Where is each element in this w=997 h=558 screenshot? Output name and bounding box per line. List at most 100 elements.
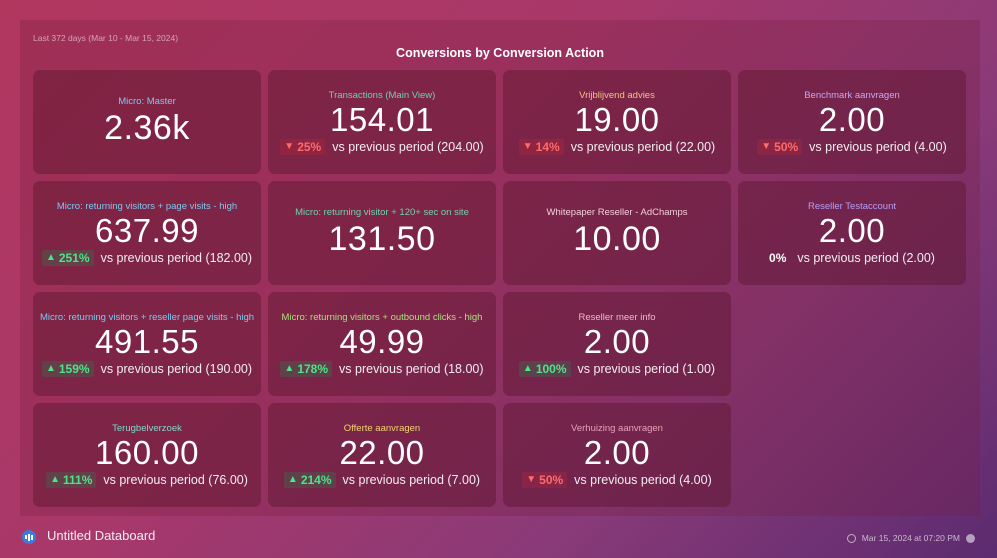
metric-card-returning-page-visits[interactable]: Micro: returning visitors + page visits … [33, 181, 261, 285]
comparison-text: vs previous period (76.00) [103, 472, 248, 487]
trend-arrow-icon: ▼ [284, 141, 295, 152]
change-percent: 251% [58, 250, 90, 265]
change-percent: 178% [297, 361, 329, 376]
comparison-text: vs previous period (22.00) [570, 139, 716, 154]
metric-card-transactions[interactable]: Transactions (Main View) 154.01 ▼ 25% vs … [268, 70, 496, 174]
change-badge: ▲ 111% [46, 471, 97, 488]
metric-card-verhuizing-aanvragen[interactable]: Verhuizing aanvragen 2.00 ▼ 50% vs previo… [503, 403, 731, 507]
metric-card-terugbelverzoek[interactable]: Terugbelverzoek 160.00 ▲ 111% vs previous… [33, 403, 261, 507]
comparison: ▲ 251% vs previous period (182.00) [41, 249, 253, 266]
metric-card-reseller-testaccount[interactable]: Reseller Testaccount 2.00 0% vs previous… [738, 181, 966, 285]
comparison: ▲ 178% vs previous period (18.00) [280, 360, 484, 377]
trend-arrow-icon: ▲ [287, 474, 298, 485]
change-percent: 159% [58, 361, 90, 376]
comparison: ▲ 111% vs previous period (76.00) [46, 471, 248, 488]
comparison-text: vs previous period (4.00) [809, 139, 947, 154]
change-percent: 50% [774, 139, 799, 154]
card-value: 2.00 [583, 433, 651, 471]
change-percent: 50% [539, 472, 564, 487]
date-range-label: Last 372 days (Mar 10 - Mar 15, 2024) [33, 33, 179, 43]
metric-card-benchmark-aanvragen[interactable]: Benchmark aanvragen 2.00 ▼ 50% vs previou… [738, 70, 966, 174]
comparison: ▲ 100% vs previous period (1.00) [518, 360, 716, 377]
card-title: Reseller meer info [578, 311, 656, 323]
footer-status: Mar 15, 2024 at 07:20 PM [846, 533, 975, 543]
metric-card-vrijblijvend-advies[interactable]: Vrijblijvend advies 19.00 ▼ 14% vs previo… [503, 70, 731, 174]
change-badge: ▲ 251% [41, 249, 94, 266]
change-badge: ▲ 178% [280, 360, 333, 377]
change-badge: ▼ 50% [522, 471, 568, 488]
card-title: Verhuizing aanvragen [571, 422, 663, 434]
metric-card-offerte-aanvragen[interactable]: Offerte aanvragen 22.00 ▲ 214% vs previou… [268, 403, 496, 507]
change-badge: ▲ 214% [283, 471, 336, 488]
card-value: 154.01 [330, 100, 434, 138]
trend-arrow-icon: ▲ [284, 363, 295, 374]
trend-arrow-icon: ▼ [761, 141, 772, 152]
comparison-text: vs previous period (2.00) [797, 250, 935, 265]
trend-arrow-icon: ▼ [522, 141, 533, 152]
card-title: Micro: Master [118, 96, 176, 107]
trend-arrow-icon: ▲ [522, 363, 533, 374]
comparison-text: vs previous period (1.00) [577, 361, 716, 376]
change-percent: 14% [535, 139, 560, 154]
card-title: Micro: returning visitors + outbound cli… [281, 311, 483, 323]
empty-grid-slot [738, 292, 966, 396]
info-icon[interactable] [966, 533, 975, 543]
comparison-text: vs previous period (7.00) [342, 472, 481, 487]
card-title: Reseller Testaccount [807, 200, 896, 212]
panel-title: Conversions by Conversion Action [396, 46, 604, 60]
card-value: 49.99 [339, 322, 425, 360]
metric-card-returning-outbound-clicks[interactable]: Micro: returning visitors + outbound cli… [268, 292, 496, 396]
metric-card-reseller-meer-info[interactable]: Reseller meer info 2.00 ▲ 100% vs previou… [503, 292, 731, 396]
comparison-text: vs previous period (18.00) [339, 361, 484, 376]
trend-arrow-icon: ▲ [45, 252, 56, 263]
card-value: 637.99 [95, 211, 199, 249]
metric-card-micro-master[interactable]: Micro: Master 2.36k [33, 70, 261, 174]
comparison: ▼ 25% vs previous period (204.00) [280, 138, 484, 155]
metric-card-returning-120-sec[interactable]: Micro: returning visitor + 120+ sec on s… [268, 181, 496, 285]
change-percent: 0% [769, 250, 787, 265]
card-value: 491.55 [95, 322, 199, 360]
comparison: ▲ 214% vs previous period (7.00) [283, 471, 481, 488]
comparison: ▼ 14% vs previous period (22.00) [518, 138, 716, 155]
card-value: 10.00 [573, 220, 661, 258]
change-badge: ▼ 50% [757, 138, 803, 155]
change-percent: 111% [63, 472, 93, 487]
change-percent: 214% [300, 472, 332, 487]
comparison-text: vs previous period (182.00) [100, 250, 253, 265]
last-updated-timestamp: Mar 15, 2024 at 07:20 PM [861, 533, 960, 543]
card-value: 2.00 [818, 211, 886, 249]
comparison: 0% vs previous period (2.00) [769, 250, 935, 266]
card-title: Micro: returning visitors + reseller pag… [39, 311, 255, 323]
card-title: Benchmark aanvragen [804, 89, 900, 101]
metrics-grid: Micro: Master 2.36k Transactions (Main V… [33, 70, 966, 507]
card-title: Micro: returning visitors + page visits … [56, 200, 238, 212]
card-title: Vrijblijvend advies [579, 89, 655, 101]
card-value: 160.00 [95, 433, 199, 471]
card-value: 131.50 [328, 220, 436, 258]
metric-card-returning-reseller-visits[interactable]: Micro: returning visitors + reseller pag… [33, 292, 261, 396]
comparison-text: vs previous period (204.00) [332, 139, 484, 154]
comparison-text: vs previous period (190.00) [100, 361, 253, 376]
card-value: 2.00 [818, 100, 886, 138]
card-value: 2.36k [104, 109, 190, 147]
card-value: 2.00 [583, 322, 651, 360]
comparison: ▲ 159% vs previous period (190.00) [41, 360, 253, 377]
databoard-title[interactable]: Untitled Databoard [47, 528, 156, 543]
trend-arrow-icon: ▲ [45, 363, 56, 374]
change-badge: ▲ 100% [518, 360, 571, 377]
change-percent: 25% [297, 139, 322, 154]
change-percent: 100% [535, 361, 567, 376]
change-badge: ▼ 14% [518, 138, 564, 155]
comparison-text: vs previous period (4.00) [574, 472, 712, 487]
change-badge: 0% [769, 250, 790, 266]
card-title: Micro: returning visitor + 120+ sec on s… [295, 207, 469, 218]
refresh-icon[interactable] [846, 533, 856, 543]
card-title: Transactions (Main View) [328, 89, 436, 101]
comparison: ▼ 50% vs previous period (4.00) [522, 471, 712, 488]
card-title: Offerte aanvragen [343, 422, 421, 434]
metric-card-whitepaper-reseller[interactable]: Whitepaper Reseller - AdChamps 10.00 [503, 181, 731, 285]
databoard-panel: Last 372 days (Mar 10 - Mar 15, 2024) Co… [20, 20, 980, 516]
card-title: Whitepaper Reseller - AdChamps [546, 207, 688, 218]
comparison: ▼ 50% vs previous period (4.00) [757, 138, 947, 155]
databox-logo-icon[interactable] [22, 530, 36, 544]
